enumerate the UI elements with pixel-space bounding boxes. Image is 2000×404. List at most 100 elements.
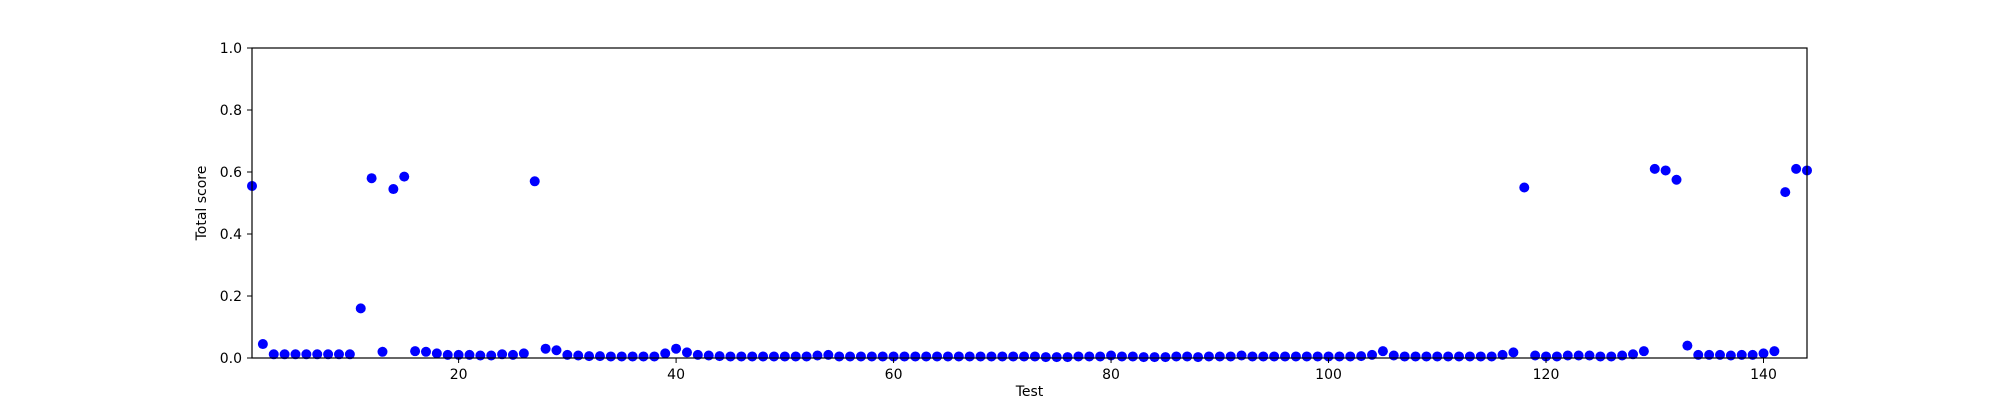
data-point — [410, 346, 421, 357]
y-axis-label: Total score — [194, 166, 210, 242]
data-point — [279, 349, 290, 360]
data-point — [1301, 351, 1312, 362]
data-point — [1541, 351, 1552, 362]
data-point — [747, 351, 758, 362]
data-point — [812, 350, 823, 361]
data-point — [660, 348, 671, 359]
data-point — [899, 351, 910, 362]
data-point — [1573, 350, 1584, 361]
data-point — [1388, 350, 1399, 361]
data-point — [1649, 163, 1660, 174]
data-point — [1345, 351, 1356, 362]
data-point — [1182, 351, 1193, 362]
data-point — [1464, 351, 1475, 362]
data-point — [736, 351, 747, 362]
data-point — [1562, 350, 1573, 361]
y-tick-label: 0.4 — [220, 227, 242, 243]
data-point — [1193, 352, 1204, 363]
data-point — [1084, 351, 1095, 362]
data-point — [1225, 351, 1236, 362]
data-point — [584, 351, 595, 362]
data-point — [768, 351, 779, 362]
data-point — [627, 351, 638, 362]
data-point — [714, 351, 725, 362]
data-point — [1638, 346, 1649, 357]
data-point — [1791, 163, 1802, 174]
data-point — [888, 351, 899, 362]
data-point — [1519, 182, 1530, 193]
data-point — [1758, 348, 1769, 359]
data-point — [377, 346, 388, 357]
data-point — [1029, 351, 1040, 362]
data-point — [834, 351, 845, 362]
y-tick-label: 0.8 — [220, 103, 242, 119]
data-point — [1421, 351, 1432, 362]
data-point — [964, 351, 975, 362]
data-point — [1290, 351, 1301, 362]
x-tick-label: 20 — [450, 367, 468, 383]
y-tick-label: 1.0 — [220, 41, 242, 57]
data-point — [1062, 352, 1073, 363]
data-point — [594, 351, 605, 362]
data-point — [1203, 351, 1214, 362]
data-point — [1269, 351, 1280, 362]
data-point — [1769, 346, 1780, 357]
data-point — [1095, 351, 1106, 362]
data-point — [529, 176, 540, 187]
data-point — [1160, 352, 1171, 363]
plot-frame — [251, 47, 1808, 359]
data-point — [801, 351, 812, 362]
y-tick-label: 0.2 — [220, 289, 242, 305]
x-tick-label: 100 — [1315, 367, 1342, 383]
data-point — [921, 351, 932, 362]
data-point — [1116, 351, 1127, 362]
data-point — [1236, 350, 1247, 361]
data-point — [1280, 351, 1291, 362]
data-point — [638, 351, 649, 362]
data-point — [725, 351, 736, 362]
data-point — [1138, 352, 1149, 363]
data-point — [344, 349, 355, 360]
data-point — [1725, 350, 1736, 361]
data-point — [1780, 187, 1791, 198]
data-point — [1617, 350, 1628, 361]
data-point — [953, 351, 964, 362]
data-point — [1258, 351, 1269, 362]
data-point — [1410, 351, 1421, 362]
data-point — [681, 347, 692, 358]
data-point — [1171, 351, 1182, 362]
data-point — [1606, 351, 1617, 362]
data-point — [1671, 174, 1682, 185]
data-point — [1486, 351, 1497, 362]
data-point — [1660, 165, 1671, 176]
data-point — [1247, 351, 1258, 362]
x-tick-label: 120 — [1533, 367, 1560, 383]
data-point — [573, 350, 584, 361]
data-point — [518, 348, 529, 359]
data-point — [1019, 351, 1030, 362]
data-point — [1214, 351, 1225, 362]
data-point — [1475, 351, 1486, 362]
data-point — [323, 349, 334, 360]
data-point — [1399, 351, 1410, 362]
data-point — [1508, 347, 1519, 358]
data-point — [355, 303, 366, 314]
data-points — [247, 163, 1812, 363]
data-point — [1149, 352, 1160, 363]
data-point — [388, 184, 399, 195]
data-point — [1454, 351, 1465, 362]
data-point — [779, 351, 790, 362]
data-point — [431, 348, 442, 359]
data-point — [399, 171, 410, 182]
data-point — [605, 351, 616, 362]
data-point — [366, 173, 377, 184]
y-axis: 0.0 0.2 0.4 0.6 0.8 1.0 — [220, 41, 252, 367]
data-point — [475, 350, 486, 361]
data-point — [540, 343, 551, 354]
data-point — [1040, 352, 1051, 363]
data-point — [975, 351, 986, 362]
y-tick-label: 0.0 — [220, 351, 242, 367]
data-point — [866, 351, 877, 362]
